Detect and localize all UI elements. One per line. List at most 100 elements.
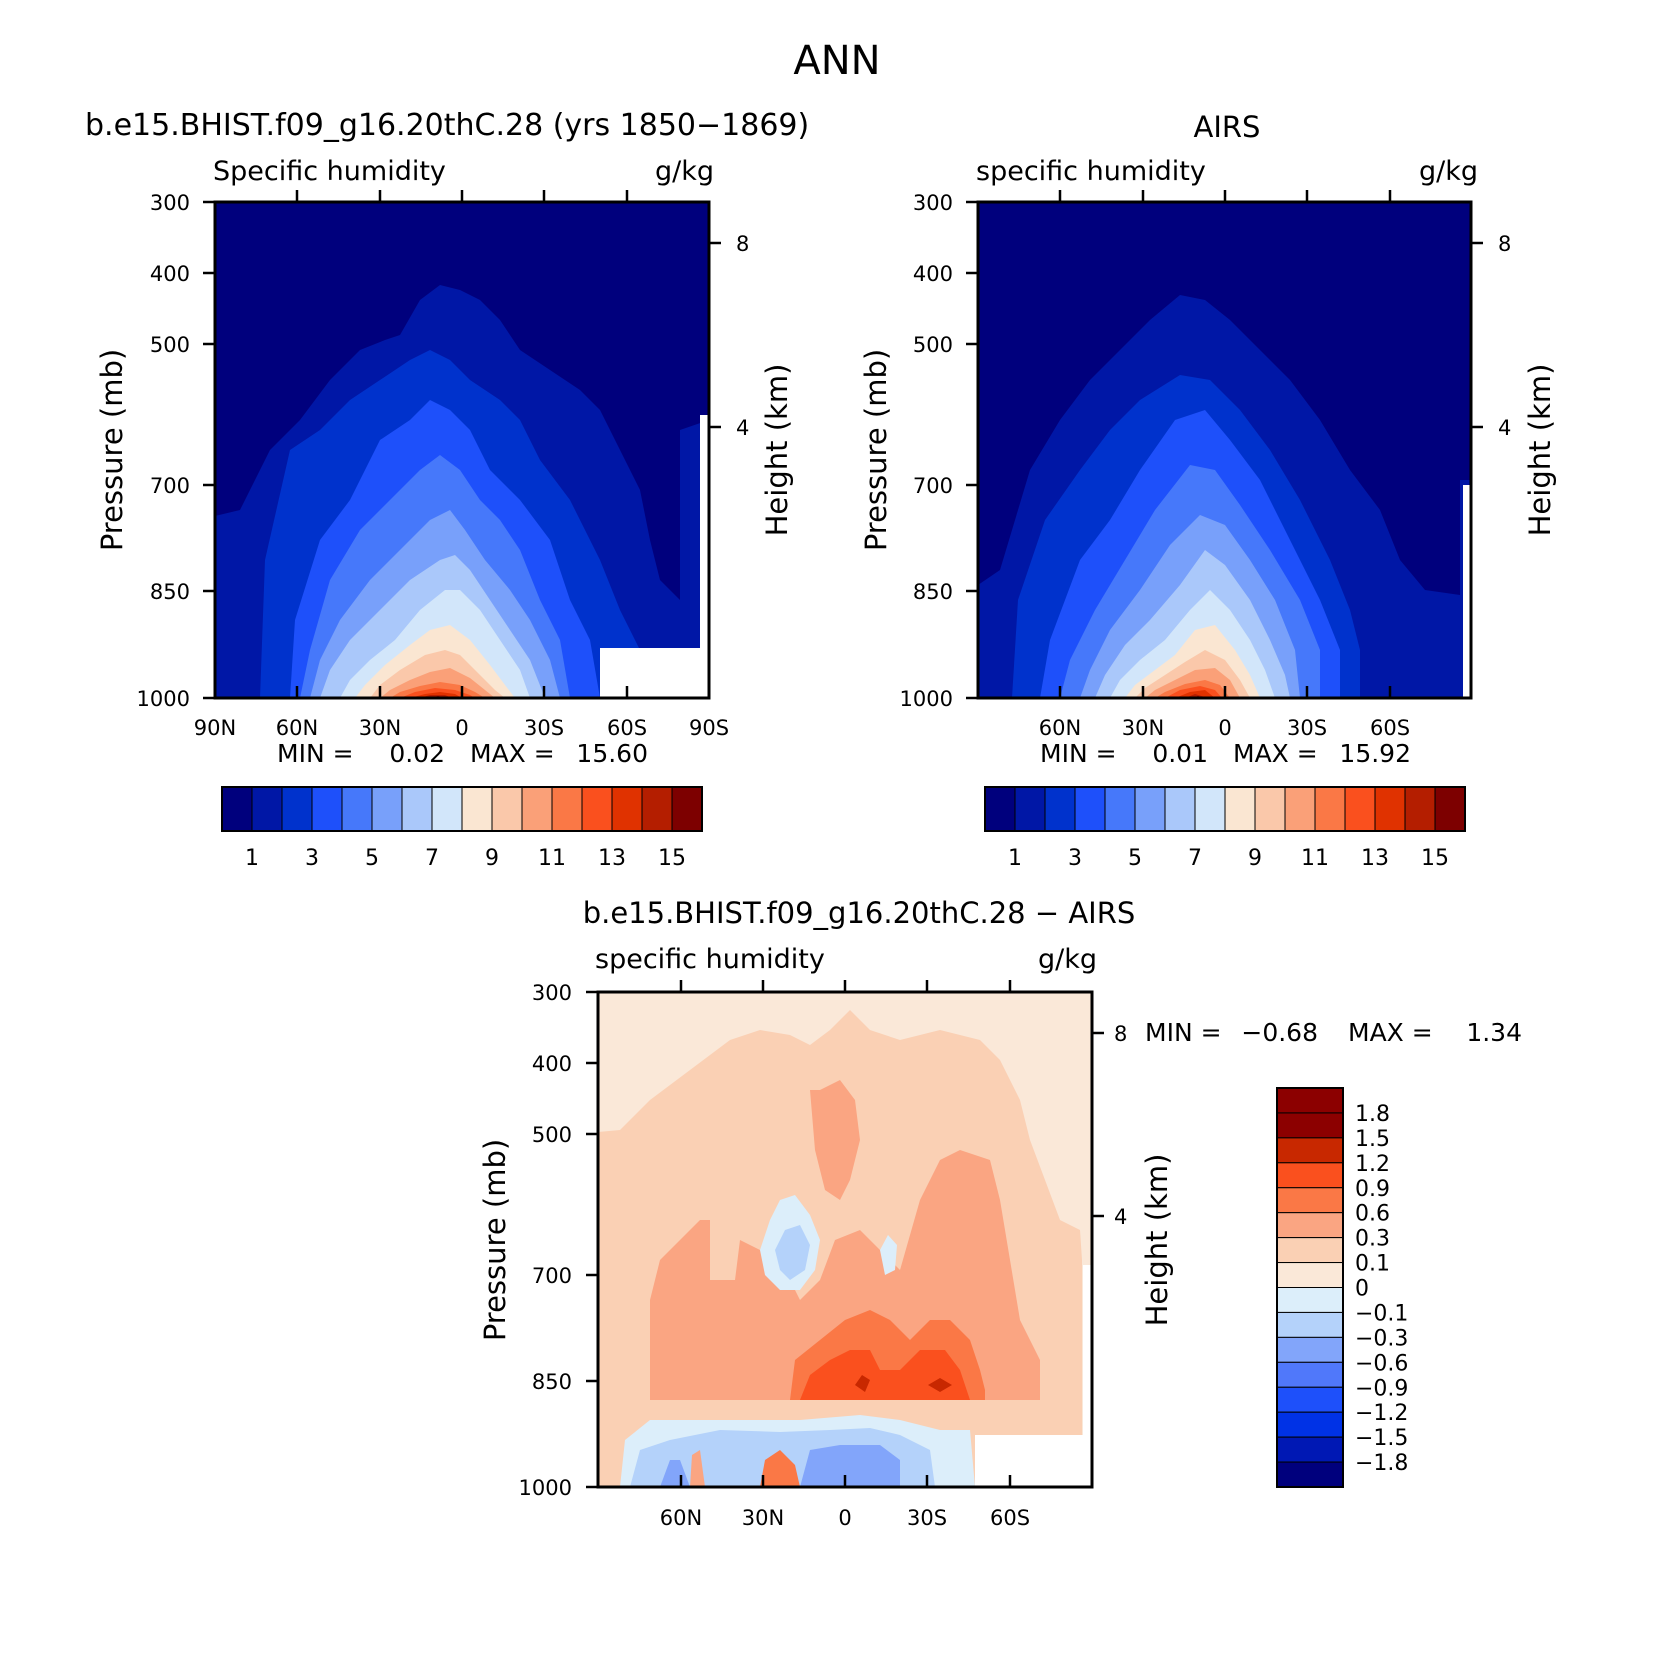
colorbar-label: 1 <box>245 846 259 871</box>
colorbar-labels: 1.81.51.20.90.60.30.10−0.1−0.3−0.6−0.9−1… <box>1355 1102 1408 1476</box>
colorbar-swatch <box>1276 1162 1344 1189</box>
colorbar-label: 1 <box>1008 846 1022 871</box>
colorbar-swatch <box>521 786 553 832</box>
y-tick-label: 700 <box>913 474 953 498</box>
unit-label: g/kg <box>1419 156 1478 187</box>
contour-lower-red-b <box>690 1450 705 1487</box>
x-axis: 60N 30N 0 30S 60S <box>1039 190 1410 740</box>
colorbar-swatch <box>1276 1386 1344 1413</box>
colorbar-swatch <box>1276 1287 1344 1313</box>
y-axis-right: 8 4 Height (km) <box>709 232 794 536</box>
colorbar-label: 0.3 <box>1355 1227 1390 1252</box>
colorbar-label: 15 <box>1421 846 1449 871</box>
colorbar-swatch <box>221 786 253 832</box>
y-tick-label: 400 <box>532 1052 572 1076</box>
colorbar-frame <box>1276 1087 1344 1488</box>
colorbar-swatch <box>1404 786 1436 832</box>
y-axis-left: 300 400 500 700 850 1000 Pressure (mb) <box>95 191 215 711</box>
colorbar-label: 13 <box>1361 846 1389 871</box>
colorbar-swatch <box>251 786 283 832</box>
colorbar-label: 7 <box>425 846 439 871</box>
x-tick-label: 30N <box>742 1506 784 1530</box>
colorbar-swatches <box>1276 1087 1344 1488</box>
colorbar-label: −0.1 <box>1355 1301 1408 1326</box>
colorbar-label: 1.5 <box>1355 1127 1390 1152</box>
colorbar-swatch <box>401 786 433 832</box>
colorbar-swatch <box>1276 1262 1344 1288</box>
colorbar-label: −0.3 <box>1355 1326 1408 1351</box>
y-axis-right-label: Height (km) <box>1523 364 1557 537</box>
colorbar-swatch <box>1276 1237 1344 1264</box>
contour-level-0.9 <box>800 1350 970 1400</box>
colorbar-swatch <box>1276 1436 1344 1463</box>
colorbar-swatch <box>1044 786 1076 832</box>
y-tick-label: 850 <box>150 580 190 604</box>
panel-title: b.e15.BHIST.f09_g16.20thC.28 − AIRS <box>583 896 1136 930</box>
y-tick-label: 300 <box>913 191 953 215</box>
colorbar-frame <box>984 786 1466 832</box>
colorbar-swatch <box>1224 786 1256 832</box>
y-right-tick-label: 4 <box>1114 1205 1127 1229</box>
y-tick-label: 700 <box>532 1264 572 1288</box>
colorbar-label: 5 <box>365 846 379 871</box>
contour-level-neg0.3 <box>775 1225 810 1280</box>
max-value: 15.60 <box>576 739 648 768</box>
colorbar-label: 0.1 <box>1355 1252 1390 1277</box>
colorbar-label: −1.5 <box>1355 1426 1408 1451</box>
colorbar-label: −0.9 <box>1355 1376 1408 1401</box>
colorbar-swatch <box>341 786 373 832</box>
contour-lower-band-d <box>800 1445 900 1487</box>
x-tick-label: 30S <box>1287 716 1327 740</box>
min-label: MIN = <box>277 739 354 768</box>
min-value: 0.01 <box>1152 739 1208 768</box>
colorbar-swatch <box>1284 786 1316 832</box>
y-right-tick-label: 4 <box>1498 416 1511 440</box>
x-tick-label: 90S <box>689 716 729 740</box>
x-tick-label: 60N <box>660 1506 702 1530</box>
colorbar-swatch <box>1276 1187 1344 1214</box>
colorbar-swatch <box>1014 786 1046 832</box>
x-tick-label: 30N <box>359 716 401 740</box>
contour-level-0.3b <box>810 1080 860 1200</box>
colorbar-label: 1.8 <box>1355 1102 1390 1127</box>
colorbar-swatch <box>1104 786 1136 832</box>
y-right-tick-label: 8 <box>1498 232 1511 256</box>
colorbar-swatch <box>1276 1112 1344 1139</box>
colorbar: 1 3 5 7 9 11 13 15 <box>221 786 703 871</box>
contour-lower-red <box>760 1450 800 1487</box>
colorbar: 1 3 5 7 9 11 13 15 <box>984 786 1466 871</box>
colorbar-label: 3 <box>305 846 319 871</box>
colorbar-label: 0.9 <box>1355 1177 1390 1202</box>
colorbar-swatch <box>1276 1137 1344 1164</box>
colorbar-swatch <box>1276 1361 1344 1388</box>
y-axis-label: Pressure (mb) <box>478 1139 512 1341</box>
colorbar-swatch <box>491 786 523 832</box>
colorbar-label: 13 <box>598 846 626 871</box>
colorbar-swatch <box>641 786 673 832</box>
colorbar-swatches <box>984 786 1466 832</box>
max-label: MAX = <box>470 739 555 768</box>
y-right-tick-label: 4 <box>736 416 749 440</box>
colorbar-swatch <box>551 786 583 832</box>
colorbar-swatches <box>221 786 703 832</box>
colorbar-label: 9 <box>485 846 499 871</box>
y-axis-right: 8 4 Height (km) <box>1092 1022 1174 1326</box>
x-tick-label: 60S <box>607 716 647 740</box>
contour-lower-band-c <box>660 1460 690 1487</box>
colorbar-label: 11 <box>1301 846 1329 871</box>
y-right-tick-label: 8 <box>736 232 749 256</box>
max-label: MAX = <box>1233 739 1318 768</box>
colorbar-label: −0.6 <box>1355 1351 1408 1376</box>
contour-field <box>598 992 1092 1487</box>
missing-data-region <box>975 1435 1083 1487</box>
colorbar-label: 11 <box>538 846 566 871</box>
missing-data-strip <box>1463 485 1471 698</box>
x-tick-label: 30S <box>524 716 564 740</box>
y-right-tick-label: 8 <box>1114 1022 1127 1046</box>
x-axis: 90N 60N 30N 0 30S 60S 90S <box>194 190 729 740</box>
y-axis-label: Pressure (mb) <box>859 349 893 551</box>
colorbar-swatch <box>581 786 613 832</box>
colorbar-swatch <box>1314 786 1346 832</box>
contour-level-1.2b <box>928 1378 952 1392</box>
